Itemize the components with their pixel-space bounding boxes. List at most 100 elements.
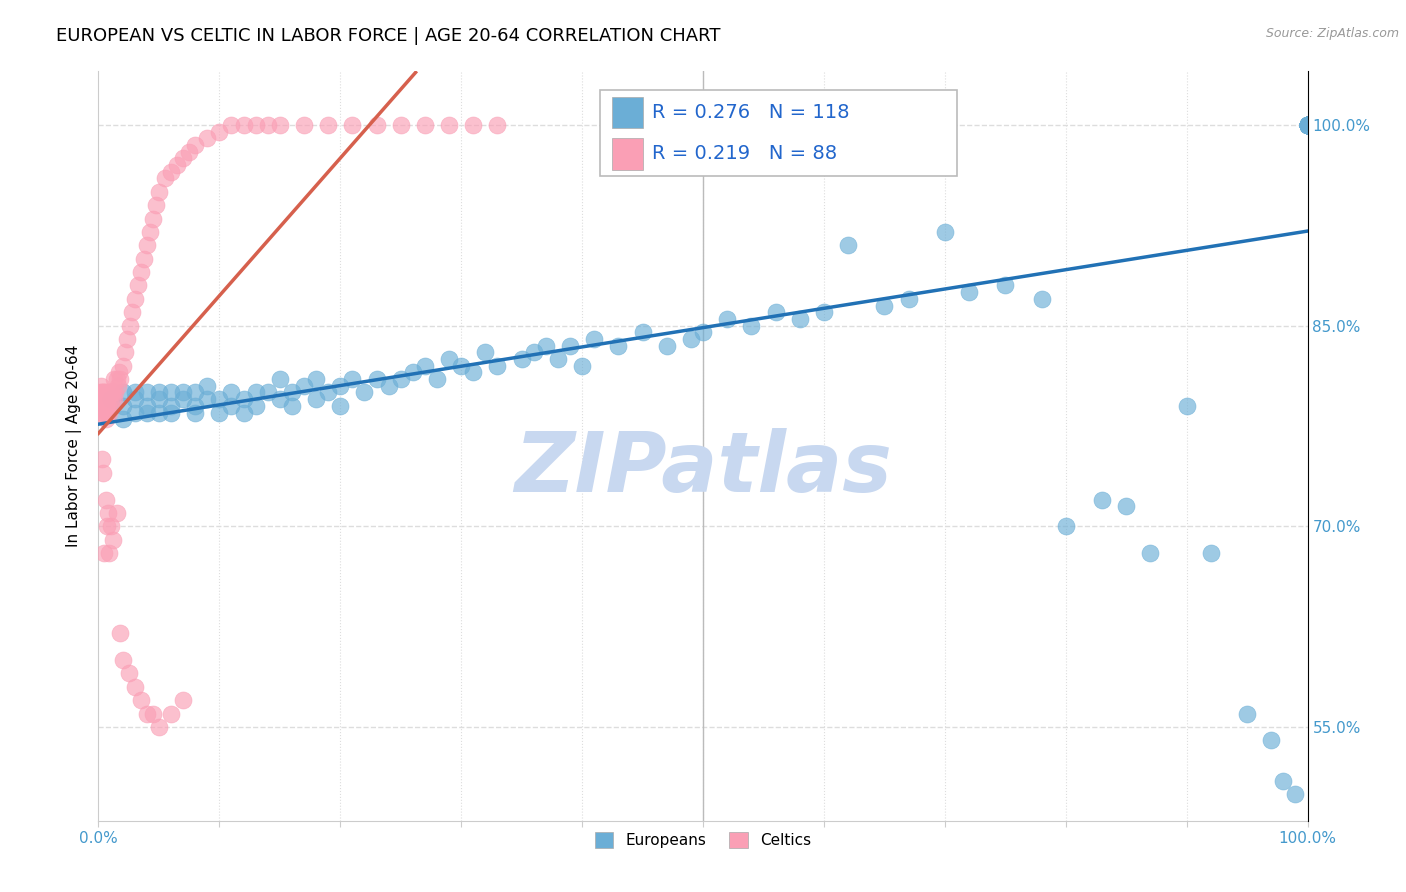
- Point: [389, 118, 412, 132]
- Point: [148, 405, 170, 419]
- Point: [655, 339, 678, 353]
- Point: [100, 385, 122, 400]
- Point: [117, 332, 139, 346]
- Point: [353, 385, 375, 400]
- Point: [534, 339, 557, 353]
- Point: [256, 385, 278, 400]
- FancyBboxPatch shape: [600, 90, 957, 177]
- Point: [96, 392, 118, 407]
- Point: [94, 492, 117, 507]
- Point: [437, 118, 460, 132]
- Point: [101, 385, 124, 400]
- Point: [103, 392, 125, 407]
- Point: [160, 706, 183, 721]
- Point: [571, 359, 593, 373]
- Point: [873, 298, 896, 313]
- Point: [108, 626, 131, 640]
- Point: [111, 653, 134, 667]
- Point: [1296, 118, 1319, 132]
- Point: [316, 385, 339, 400]
- Point: [281, 385, 304, 400]
- Point: [160, 164, 183, 178]
- Point: [245, 399, 267, 413]
- Point: [91, 399, 114, 413]
- Point: [145, 198, 167, 212]
- Point: [1296, 118, 1319, 132]
- Point: [292, 378, 315, 392]
- Point: [134, 252, 156, 266]
- Point: [111, 359, 134, 373]
- Point: [1296, 118, 1319, 132]
- Point: [474, 345, 496, 359]
- Point: [135, 399, 157, 413]
- Point: [269, 118, 291, 132]
- Point: [166, 158, 188, 172]
- Point: [148, 385, 170, 400]
- Bar: [613, 138, 643, 169]
- Point: [1296, 118, 1319, 132]
- Point: [101, 533, 124, 547]
- Point: [129, 265, 152, 279]
- Point: [111, 399, 134, 413]
- Point: [366, 372, 388, 386]
- Point: [118, 666, 141, 681]
- Point: [127, 278, 149, 293]
- Point: [1296, 118, 1319, 132]
- Point: [105, 372, 128, 386]
- Point: [450, 359, 472, 373]
- Point: [160, 405, 183, 419]
- Point: [1296, 118, 1319, 132]
- Point: [583, 332, 606, 346]
- Point: [1296, 118, 1319, 132]
- Point: [558, 339, 581, 353]
- Point: [1284, 787, 1306, 801]
- Point: [124, 292, 146, 306]
- Point: [97, 399, 120, 413]
- Point: [104, 385, 127, 400]
- Point: [1031, 292, 1053, 306]
- Point: [160, 399, 183, 413]
- Point: [91, 385, 114, 400]
- Point: [100, 392, 122, 407]
- Point: [91, 466, 114, 480]
- Point: [135, 238, 157, 252]
- Point: [413, 118, 436, 132]
- Point: [172, 152, 194, 166]
- Point: [172, 385, 194, 400]
- Point: [93, 546, 115, 560]
- Point: [232, 118, 254, 132]
- Bar: [613, 97, 643, 128]
- Point: [135, 706, 157, 721]
- Point: [463, 118, 485, 132]
- Point: [153, 171, 176, 186]
- Point: [377, 378, 399, 392]
- Point: [108, 366, 131, 380]
- Point: [232, 392, 254, 407]
- Point: [679, 332, 702, 346]
- Point: [124, 392, 146, 407]
- Point: [523, 345, 546, 359]
- Point: [105, 506, 128, 520]
- Point: [97, 385, 120, 400]
- Point: [305, 392, 328, 407]
- Point: [184, 385, 207, 400]
- Point: [305, 372, 328, 386]
- Point: [1199, 546, 1222, 560]
- Point: [716, 312, 738, 326]
- Point: [100, 385, 122, 400]
- Point: [129, 693, 152, 707]
- Point: [245, 118, 267, 132]
- Point: [837, 238, 859, 252]
- Legend: Europeans, Celtics: Europeans, Celtics: [589, 826, 817, 855]
- Point: [148, 720, 170, 734]
- Point: [124, 680, 146, 694]
- Point: [245, 385, 267, 400]
- Y-axis label: In Labor Force | Age 20-64: In Labor Force | Age 20-64: [66, 345, 83, 547]
- Point: [94, 399, 117, 413]
- Point: [184, 399, 207, 413]
- Point: [184, 405, 207, 419]
- Point: [1054, 519, 1077, 533]
- Point: [1296, 118, 1319, 132]
- Point: [897, 292, 920, 306]
- Point: [1296, 118, 1319, 132]
